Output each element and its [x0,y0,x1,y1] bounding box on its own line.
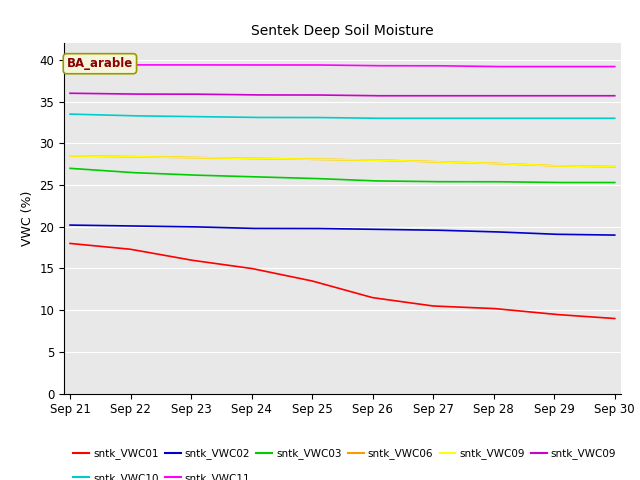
sntk_VWC03 [390,178,398,184]
Line: sntk_VWC09: sntk_VWC09 [70,93,615,96]
Line: sntk_VWC01: sntk_VWC01 [70,243,615,319]
sntk_VWC01 [611,316,619,322]
sntk_VWC02 [390,227,398,232]
sntk_VWC09 [390,158,398,164]
sntk_VWC09 [611,93,619,99]
sntk_VWC03 [562,180,570,185]
sntk_VWC01 [66,240,74,246]
sntk_VWC03 [68,166,76,171]
sntk_VWC11 [390,63,398,69]
sntk_VWC09 [562,93,570,99]
Text: BA_arable: BA_arable [67,57,133,70]
sntk_VWC09 [401,93,409,99]
sntk_VWC10 [390,115,398,121]
sntk_VWC01 [390,298,398,303]
sntk_VWC11 [388,63,396,69]
sntk_VWC03 [611,180,619,185]
sntk_VWC06 [525,162,533,168]
sntk_VWC11 [527,64,535,70]
sntk_VWC01 [68,241,76,247]
Line: sntk_VWC09: sntk_VWC09 [70,156,615,167]
Line: sntk_VWC03: sntk_VWC03 [70,168,615,182]
sntk_VWC11 [491,64,499,70]
sntk_VWC01 [560,312,568,318]
sntk_VWC10 [562,115,570,121]
sntk_VWC09 [66,153,74,159]
sntk_VWC10 [611,115,619,121]
sntk_VWC09 [66,90,74,96]
sntk_VWC10 [66,111,74,117]
sntk_VWC06 [611,164,619,169]
sntk_VWC06 [68,153,76,159]
sntk_VWC10 [527,115,535,121]
sntk_VWC09 [399,158,407,164]
sntk_VWC09 [527,93,535,99]
Line: sntk_VWC06: sntk_VWC06 [70,156,615,167]
sntk_VWC10 [68,111,76,117]
sntk_VWC02 [66,222,74,228]
sntk_VWC02 [388,227,396,232]
sntk_VWC01 [388,298,396,303]
Line: sntk_VWC11: sntk_VWC11 [70,64,615,67]
sntk_VWC11 [562,64,570,70]
sntk_VWC02 [525,230,533,236]
sntk_VWC10 [401,115,409,121]
sntk_VWC06 [390,158,398,164]
sntk_VWC09 [525,162,533,168]
sntk_VWC03 [399,179,407,184]
sntk_VWC02 [611,232,619,238]
sntk_VWC11 [66,61,74,67]
sntk_VWC10 [371,115,378,121]
sntk_VWC09 [611,164,619,169]
sntk_VWC02 [399,227,407,232]
sntk_VWC09 [390,93,398,99]
sntk_VWC11 [68,61,76,67]
sntk_VWC09 [68,153,76,159]
sntk_VWC09 [560,163,568,169]
Line: sntk_VWC10: sntk_VWC10 [70,114,615,118]
sntk_VWC06 [66,153,74,159]
sntk_VWC06 [399,158,407,164]
Title: Sentek Deep Soil Moisture: Sentek Deep Soil Moisture [251,24,434,38]
sntk_VWC09 [392,93,400,99]
sntk_VWC09 [371,93,378,99]
sntk_VWC06 [560,163,568,169]
sntk_VWC09 [388,157,396,163]
sntk_VWC11 [611,64,619,70]
sntk_VWC03 [388,178,396,184]
sntk_VWC03 [525,180,533,185]
sntk_VWC02 [68,222,76,228]
sntk_VWC03 [551,180,559,185]
sntk_VWC09 [68,90,76,96]
Legend: sntk_VWC10, sntk_VWC11: sntk_VWC10, sntk_VWC11 [69,469,255,480]
Line: sntk_VWC02: sntk_VWC02 [70,225,615,235]
sntk_VWC01 [399,299,407,305]
Y-axis label: VWC (%): VWC (%) [21,191,34,246]
sntk_VWC02 [560,231,568,237]
sntk_VWC11 [399,63,407,69]
sntk_VWC10 [392,115,400,121]
sntk_VWC06 [388,157,396,163]
sntk_VWC01 [525,309,533,315]
sntk_VWC03 [66,166,74,171]
